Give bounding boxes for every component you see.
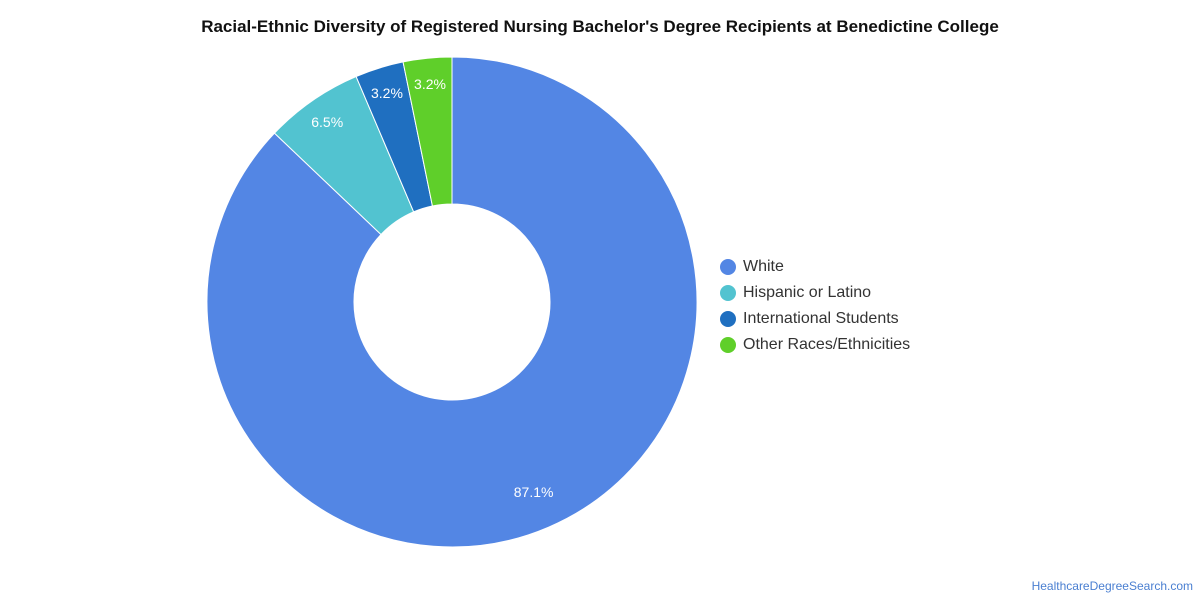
- chart-title: Racial-Ethnic Diversity of Registered Nu…: [201, 17, 999, 36]
- slice-label-0: 87.1%: [514, 484, 554, 500]
- legend-item[interactable]: Hispanic or Latino: [720, 280, 910, 306]
- legend-swatch: [720, 311, 736, 327]
- slice-label-2: 3.2%: [371, 85, 403, 101]
- legend-label: International Students: [743, 310, 899, 327]
- slice-label-3: 3.2%: [414, 76, 446, 92]
- slice-label-1: 6.5%: [311, 114, 343, 130]
- legend-label: White: [743, 258, 784, 275]
- legend-label: Hispanic or Latino: [743, 284, 872, 301]
- legend-swatch: [720, 337, 736, 353]
- legend-swatch: [720, 259, 736, 275]
- slice-white[interactable]: [206, 56, 698, 548]
- legend-label: Other Races/Ethnicities: [743, 336, 911, 353]
- legend-item[interactable]: Other Races/Ethnicities: [720, 332, 910, 358]
- legend-swatch: [720, 285, 736, 301]
- chart-legend: White Hispanic or Latino International Stu…: [720, 254, 910, 358]
- legend-item[interactable]: White: [720, 254, 910, 280]
- legend-item[interactable]: International Students: [720, 306, 910, 332]
- slice-other-races-ethnicities[interactable]: [402, 56, 453, 207]
- site-credit[interactable]: HealthcareDegreeSearch.com: [1031, 579, 1193, 593]
